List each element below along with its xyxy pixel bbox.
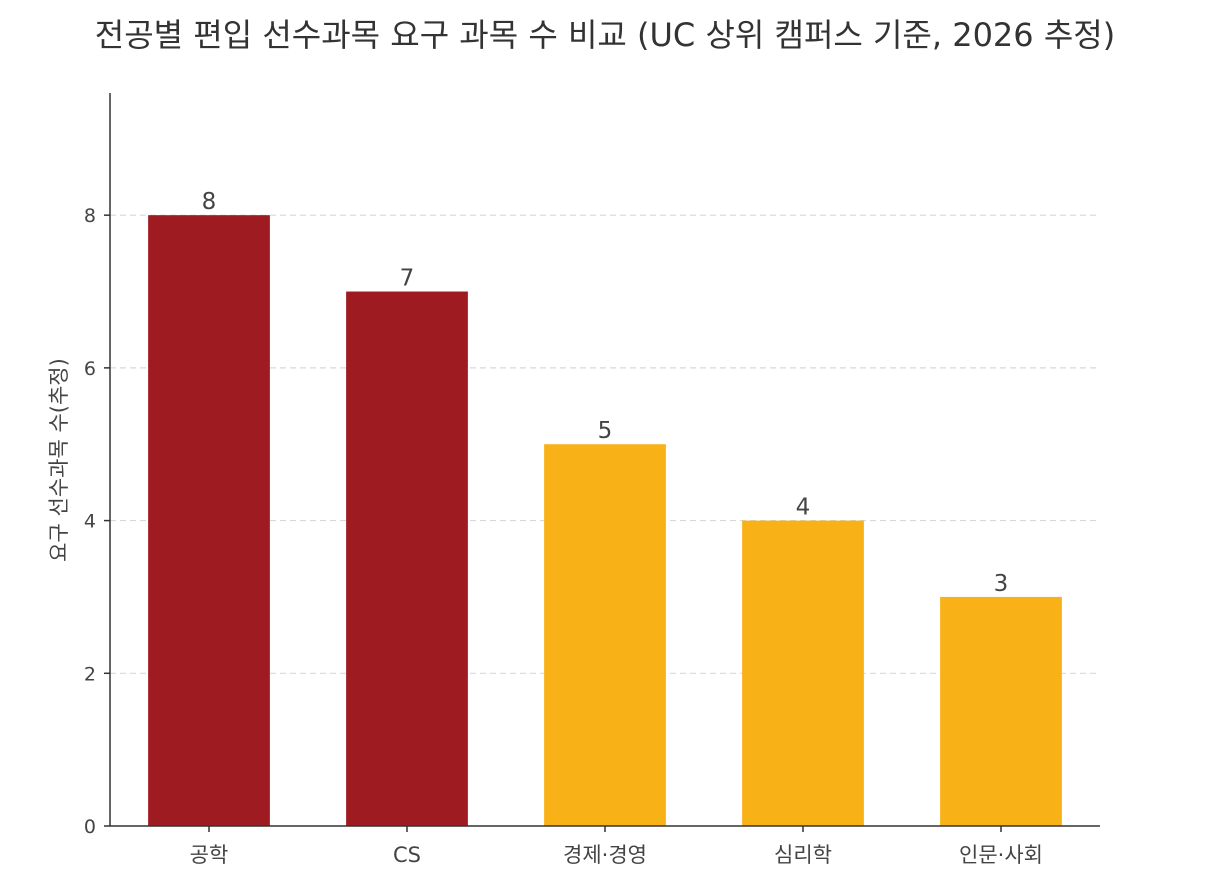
y-tick-label: 0 — [84, 816, 96, 838]
y-tick-label: 2 — [84, 663, 96, 685]
bar-value-label: 8 — [202, 189, 217, 215]
bars — [148, 215, 1062, 826]
bar-3 — [544, 444, 666, 826]
bar-value-label: 5 — [598, 418, 613, 444]
bar-5 — [940, 596, 1062, 826]
bar-4 — [742, 520, 864, 826]
labels: 0 2 4 6 8 8 공학 7 CS 5 경제·경영 4 심리학 3 인문·사회 — [84, 189, 1043, 867]
bar-1 — [148, 215, 270, 826]
bar-2 — [346, 291, 468, 826]
x-tick-label: 공학 — [190, 843, 229, 867]
x-tick-label: 경제·경영 — [563, 843, 647, 867]
bar-value-label: 3 — [994, 571, 1009, 597]
axes — [104, 93, 1100, 832]
chart-title: 전공별 편입 선수과목 요구 과목 수 비교 (UC 상위 캠퍼스 기준, 20… — [95, 16, 1115, 54]
y-tick-label: 6 — [84, 358, 96, 380]
x-tick-label: 인문·사회 — [959, 843, 1043, 867]
x-tick-label: 심리학 — [774, 843, 832, 867]
y-axis-label: 요구 선수과목 수(추정) — [47, 358, 71, 562]
y-tick-label: 8 — [84, 205, 96, 227]
x-tick-label: CS — [393, 843, 421, 867]
bar-value-label: 7 — [400, 266, 415, 292]
y-tick-label: 4 — [84, 511, 96, 533]
bar-value-label: 4 — [796, 495, 811, 521]
